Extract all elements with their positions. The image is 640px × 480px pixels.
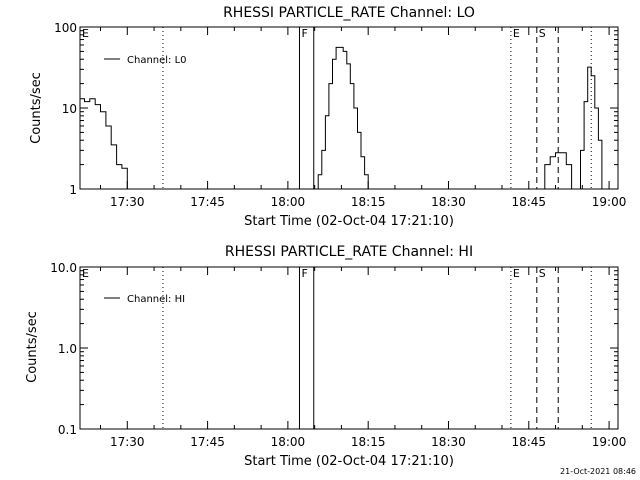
panel-lo-xlabel: Start Time (02-Oct-04 17:21:10) [244, 214, 454, 229]
panel-lo-legend: Channel: L0 [104, 55, 187, 66]
x-tick-label: 17:45 [190, 195, 225, 209]
y-tick-label: 0.1 [58, 423, 77, 437]
x-tick-label: 18:00 [271, 435, 306, 449]
y-tick-label: 1 [69, 183, 77, 197]
event-marker: S [539, 267, 546, 280]
event-marker: F [301, 27, 307, 40]
x-tick-label: 18:45 [511, 195, 546, 209]
panel-hi-xlabel: Start Time (02-Oct-04 17:21:10) [244, 454, 454, 469]
y-tick-label: 100 [54, 21, 77, 35]
panel-hi-legend: Channel: HI [104, 294, 185, 305]
x-tick-label: 18:15 [351, 195, 386, 209]
x-tick-label: 19:00 [592, 195, 627, 209]
panel-hi: RHESSI PARTICLE_RATE Channel: HI Start T… [25, 244, 626, 469]
event-marker: E [513, 267, 520, 280]
x-tick-label: 17:30 [110, 195, 145, 209]
x-tick-label: 19:00 [592, 435, 627, 449]
legend-label-hi: Channel: HI [127, 294, 185, 305]
event-marker: E [513, 27, 520, 40]
legend-label-lo: Channel: L0 [127, 55, 187, 66]
panel-hi-title: RHESSI PARTICLE_RATE Channel: HI [225, 244, 473, 260]
timestamp: 21-Oct-2021 08:46 [560, 467, 636, 476]
x-tick-label: 18:45 [511, 435, 546, 449]
event-marker: S [539, 27, 546, 40]
x-tick-label: 18:30 [431, 435, 466, 449]
x-tick-label: 18:15 [351, 435, 386, 449]
y-tick-label: 1.0 [58, 342, 77, 356]
x-tick-label: 17:30 [110, 435, 145, 449]
event-marker: E [82, 267, 89, 280]
event-marker: F [301, 267, 307, 280]
panel-lo-series [80, 46, 603, 190]
panel-lo: RHESSI PARTICLE_RATE Channel: LO Start T… [29, 5, 626, 229]
panel-lo-ylabel: Counts/sec [29, 72, 44, 144]
y-tick-label: 10 [62, 102, 77, 116]
y-tick-label: 10.0 [50, 261, 77, 275]
panel-lo-title: RHESSI PARTICLE_RATE Channel: LO [223, 5, 475, 21]
panel-hi-ticks: 17:30 17:45 18:00 18:15 18:30 18:45 19:00 10.0 1… [50, 261, 626, 449]
panel-hi-ylabel: Counts/sec [25, 311, 40, 383]
series-line-lo [80, 46, 603, 190]
panel-lo-ticks: 17:30 17:45 18:00 18:15 18:30 18:45 19:00 100 10… [54, 21, 626, 209]
x-tick-label: 17:45 [190, 435, 225, 449]
x-tick-label: 18:30 [431, 195, 466, 209]
event-marker: E [82, 27, 89, 40]
x-tick-label: 18:00 [271, 195, 306, 209]
